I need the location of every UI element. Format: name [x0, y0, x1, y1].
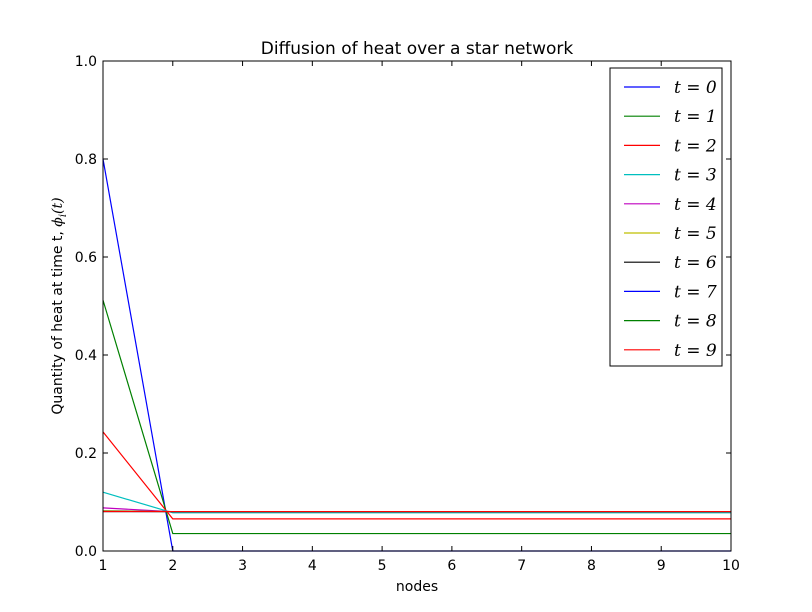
- plot-frame: [102, 60, 732, 552]
- y-tick-label: 0.2: [75, 446, 97, 462]
- x-axis-title: nodes: [396, 579, 438, 595]
- legend-box: [609, 67, 723, 367]
- legend-label: t = 1: [674, 107, 717, 127]
- legend-label: t = 8: [674, 312, 717, 332]
- ticks-layer: 1 2 3 4 5 6 7 8 9 10 0.0 0.2 0.4 0.6 0.8 1.0: [75, 54, 740, 574]
- legend-label: t = 6: [674, 253, 717, 273]
- x-tick-label: 5: [378, 558, 387, 574]
- x-tick-label: 6: [447, 558, 456, 574]
- x-tick-label: 8: [587, 558, 596, 574]
- legend-label: t = 3: [674, 166, 717, 186]
- y-axis-title: Quantity of heat at time t, ϕi(t): [50, 197, 69, 414]
- legend-label: t = 2: [674, 136, 717, 156]
- x-tick-label: 2: [168, 558, 177, 574]
- series-line-t2: [102, 431, 731, 520]
- y-tick-label: 1.0: [75, 54, 97, 70]
- chart-title: Diffusion of heat over a star network: [261, 39, 574, 59]
- legend-label: t = 9: [674, 341, 717, 361]
- y-tick-label: 0.6: [75, 250, 97, 266]
- y-tick-label: 0.8: [75, 152, 97, 168]
- legend: t = 0 t = 1 t = 2 t = 3 t = 4 t = 5 t = 6 t = 7…: [609, 67, 723, 367]
- y-tick-label: 0.4: [75, 348, 97, 364]
- x-tick-label: 10: [722, 558, 740, 574]
- y-tick-label: 0.0: [75, 544, 97, 560]
- legend-label: t = 7: [674, 282, 717, 302]
- legend-label: t = 0: [674, 78, 717, 98]
- legend-label: t = 5: [674, 224, 717, 244]
- series-line-t1: [102, 299, 731, 535]
- series-line-t3: [102, 491, 731, 514]
- x-tick-label: 4: [308, 558, 317, 574]
- legend-label: t = 4: [674, 195, 717, 215]
- x-tick-label: 9: [657, 558, 666, 574]
- x-tick-label: 7: [517, 558, 526, 574]
- x-tick-label: 3: [238, 558, 247, 574]
- x-tick-label: 1: [99, 558, 108, 574]
